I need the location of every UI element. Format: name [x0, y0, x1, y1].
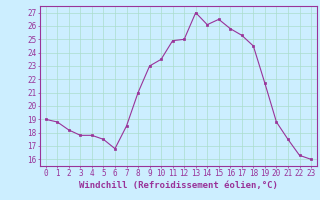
X-axis label: Windchill (Refroidissement éolien,°C): Windchill (Refroidissement éolien,°C)	[79, 181, 278, 190]
